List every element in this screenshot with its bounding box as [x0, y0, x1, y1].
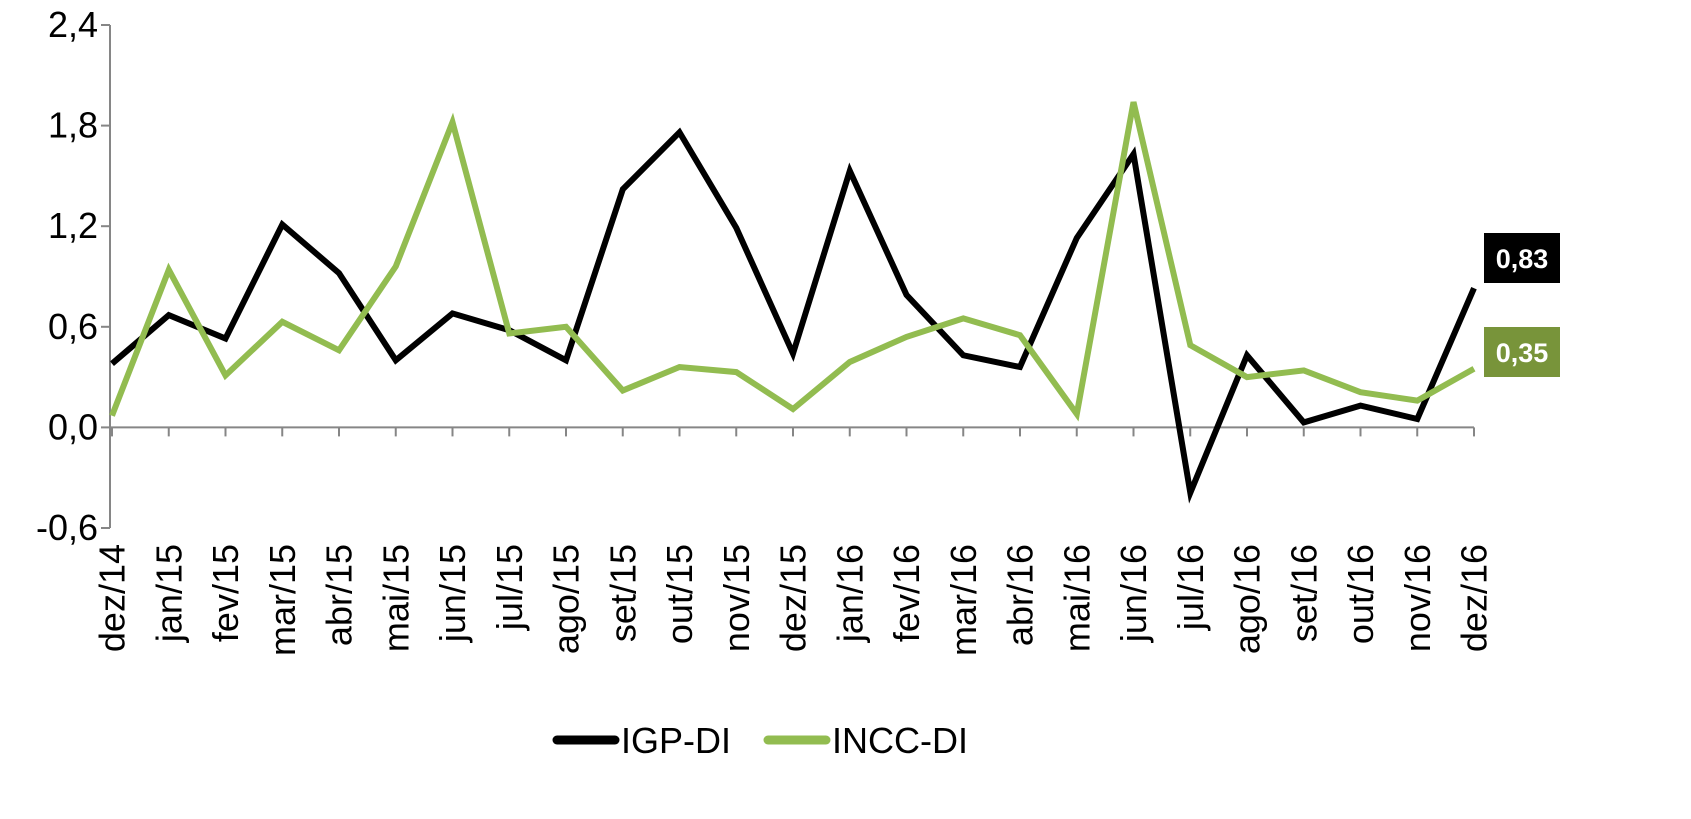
y-axis: 2,4 1,8 1,2 0,6 0,0 -0,6 [36, 4, 111, 548]
data-point-igp-di [166, 312, 172, 318]
x-tick-label: mai/15 [375, 544, 416, 652]
data-point-igp-di [1244, 352, 1250, 358]
x-tick-label: jan/15 [148, 544, 189, 643]
data-point-incc-di [1074, 411, 1080, 417]
y-tick-label: 1,8 [48, 105, 98, 146]
data-point-incc-di [1301, 367, 1307, 373]
data-point-incc-di [1131, 99, 1137, 105]
data-point-igp-di [336, 270, 342, 276]
data-point-incc-di [733, 369, 739, 375]
data-point-igp-di [563, 357, 569, 363]
data-point-igp-di [733, 225, 739, 231]
x-tick-label: jan/16 [829, 544, 870, 643]
data-point-incc-di [223, 372, 229, 378]
x-tick-label: jun/16 [1113, 544, 1154, 643]
legend-label: IGP-DI [621, 720, 731, 761]
x-tick-label: jun/15 [432, 544, 473, 643]
data-point-igp-di [1074, 235, 1080, 241]
data-point-igp-di [790, 351, 796, 357]
x-tick-label: set/16 [1283, 544, 1324, 642]
data-point-igp-di [109, 361, 115, 367]
legend-item-incc-di: INCC-DI [763, 720, 968, 761]
end-label-igp-di: 0,83 [1484, 233, 1560, 283]
y-tick-label: 0,6 [48, 306, 98, 347]
x-tick-label: dez/15 [773, 544, 814, 652]
x-tick-label: out/15 [659, 544, 700, 644]
data-point-igp-di [1358, 403, 1364, 409]
x-tick-label: fev/16 [886, 544, 927, 642]
data-point-incc-di [677, 364, 683, 370]
x-tick-label: abr/16 [1000, 544, 1041, 646]
data-point-incc-di [166, 267, 172, 273]
data-point-incc-di [279, 319, 285, 325]
data-point-incc-di [506, 331, 512, 337]
legend: IGP-DI INCC-DI [552, 720, 968, 761]
x-tick-label: set/15 [602, 544, 643, 642]
data-point-igp-di [393, 357, 399, 363]
data-point-incc-di [393, 263, 399, 269]
end-labels: 0,83 0,35 [1484, 233, 1560, 377]
data-point-incc-di [1414, 398, 1420, 404]
data-point-igp-di [450, 310, 456, 316]
x-tick-label: dez/14 [92, 544, 133, 652]
data-point-incc-di [847, 359, 853, 365]
data-point-incc-di [1244, 374, 1250, 380]
data-point-igp-di [1301, 419, 1307, 425]
legend-label: INCC-DI [832, 720, 968, 761]
x-tick-label: jul/15 [489, 544, 530, 631]
end-label-box [1484, 233, 1560, 283]
data-point-incc-di [960, 315, 966, 321]
end-label-box [1484, 327, 1560, 377]
series-lines [109, 99, 1477, 504]
series-line-incc-di [109, 101, 1476, 422]
x-tick-label: ago/16 [1227, 544, 1268, 654]
series-line-igp-di [110, 127, 1477, 504]
end-label-incc-di: 0,35 [1484, 327, 1560, 377]
y-tick-label: 0,0 [48, 406, 98, 447]
y-tick-label: -0,6 [36, 507, 98, 548]
data-point-incc-di [1187, 342, 1193, 348]
data-point-igp-di [1471, 285, 1477, 291]
data-point-igp-di [677, 129, 683, 135]
data-point-incc-di [336, 347, 342, 353]
x-axis: dez/14 jan/15 fev/15 mar/15 abr/15 mai/15 jun/… [92, 426, 1495, 656]
data-point-incc-di [790, 406, 796, 412]
data-point-incc-di [620, 388, 626, 394]
data-point-igp-di [279, 222, 285, 228]
legend-item-igp-di: IGP-DI [552, 720, 731, 761]
data-point-igp-di [1187, 490, 1193, 496]
data-point-igp-di [620, 186, 626, 192]
end-label-value: 0,35 [1496, 338, 1549, 368]
y-tick-label: 2,4 [48, 4, 98, 45]
x-tick-label: nov/15 [716, 544, 757, 652]
data-point-incc-di [450, 119, 456, 125]
data-point-igp-di [960, 352, 966, 358]
y-tick-label: 1,2 [48, 205, 98, 246]
x-tick-label: mar/16 [943, 544, 984, 656]
data-point-incc-di [109, 413, 115, 419]
x-tick-label: abr/15 [319, 544, 360, 646]
data-point-igp-di [1017, 364, 1023, 370]
data-point-igp-di [1131, 151, 1137, 157]
data-point-incc-di [904, 334, 910, 340]
data-point-igp-di [847, 168, 853, 174]
data-point-incc-di [1471, 366, 1477, 372]
x-tick-label: jul/16 [1170, 544, 1211, 631]
data-point-incc-di [1017, 332, 1023, 338]
data-point-igp-di [223, 336, 229, 342]
data-point-igp-di [1414, 416, 1420, 422]
x-tick-label: ago/15 [546, 544, 587, 654]
x-tick-label: dez/16 [1454, 544, 1495, 652]
data-point-igp-di [904, 292, 910, 298]
x-tick-label: fev/15 [205, 544, 246, 642]
end-label-value: 0,83 [1496, 244, 1549, 274]
x-tick-label: nov/16 [1397, 544, 1438, 652]
data-point-incc-di [1358, 389, 1364, 395]
x-tick-label: mai/16 [1056, 544, 1097, 652]
x-tick-label: out/16 [1340, 544, 1381, 644]
data-point-incc-di [563, 324, 569, 330]
x-tick-label: mar/15 [262, 544, 303, 656]
